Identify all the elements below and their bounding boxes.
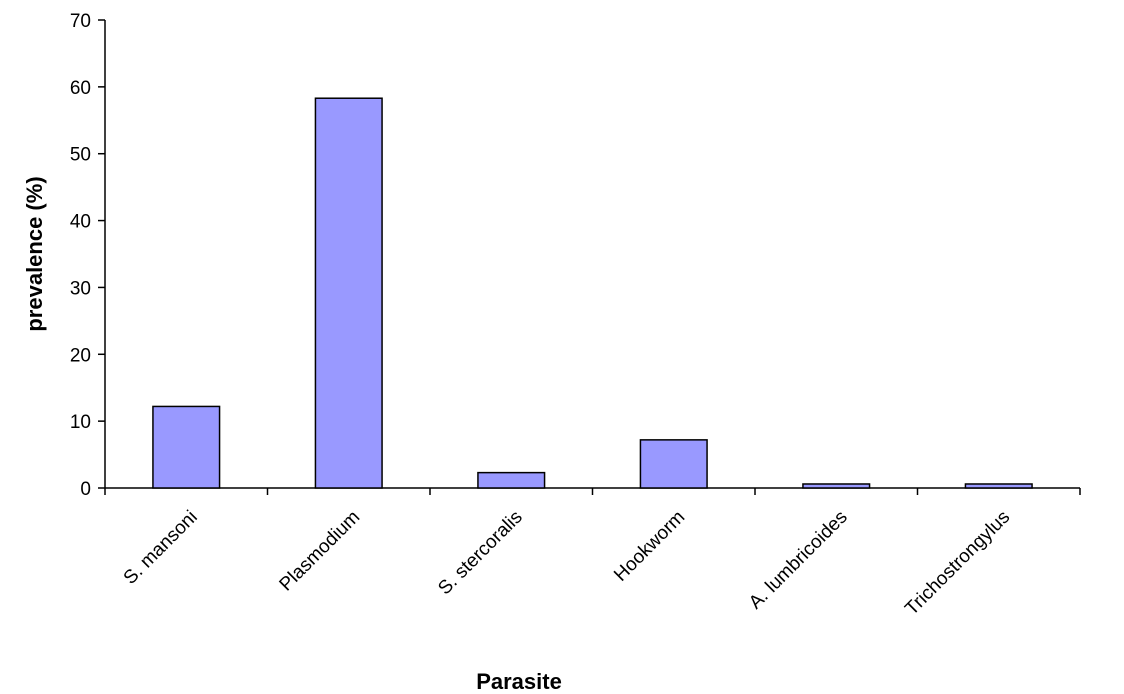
bar	[802, 483, 871, 489]
bar	[152, 405, 221, 489]
y-axis: 0 10 20 30 40 50 60 70	[70, 11, 106, 500]
x-axis	[104, 487, 1081, 495]
y-tick-label: 30	[70, 278, 91, 299]
y-tick-label: 20	[70, 345, 91, 366]
y-tick-label: 40	[70, 212, 91, 233]
bars	[152, 97, 1033, 489]
y-tick-label: 60	[70, 78, 91, 99]
y-tick-label: 70	[70, 11, 91, 32]
bar	[964, 483, 1033, 489]
bar	[477, 471, 546, 489]
bar	[639, 439, 708, 489]
y-tick-label: 10	[70, 412, 91, 433]
x-category-label: Trichostrongylus	[901, 507, 1014, 620]
x-category-label: S. mansoni	[120, 507, 202, 589]
x-axis-title: Parasite	[476, 669, 562, 694]
x-category-label: Plasmodium	[276, 507, 365, 596]
bar	[314, 97, 383, 489]
x-category-label: A. lumbricoides	[745, 507, 852, 614]
y-tick-label: 50	[70, 145, 91, 166]
x-category-label: Hookworm	[610, 507, 689, 586]
y-axis-title: prevalence (%)	[22, 176, 47, 331]
category-labels: S. mansoni Plasmodium S. stercoralis Hookwo…	[120, 507, 1015, 620]
y-tick-label: 0	[80, 479, 91, 500]
x-category-label: S. stercoralis	[434, 507, 526, 599]
